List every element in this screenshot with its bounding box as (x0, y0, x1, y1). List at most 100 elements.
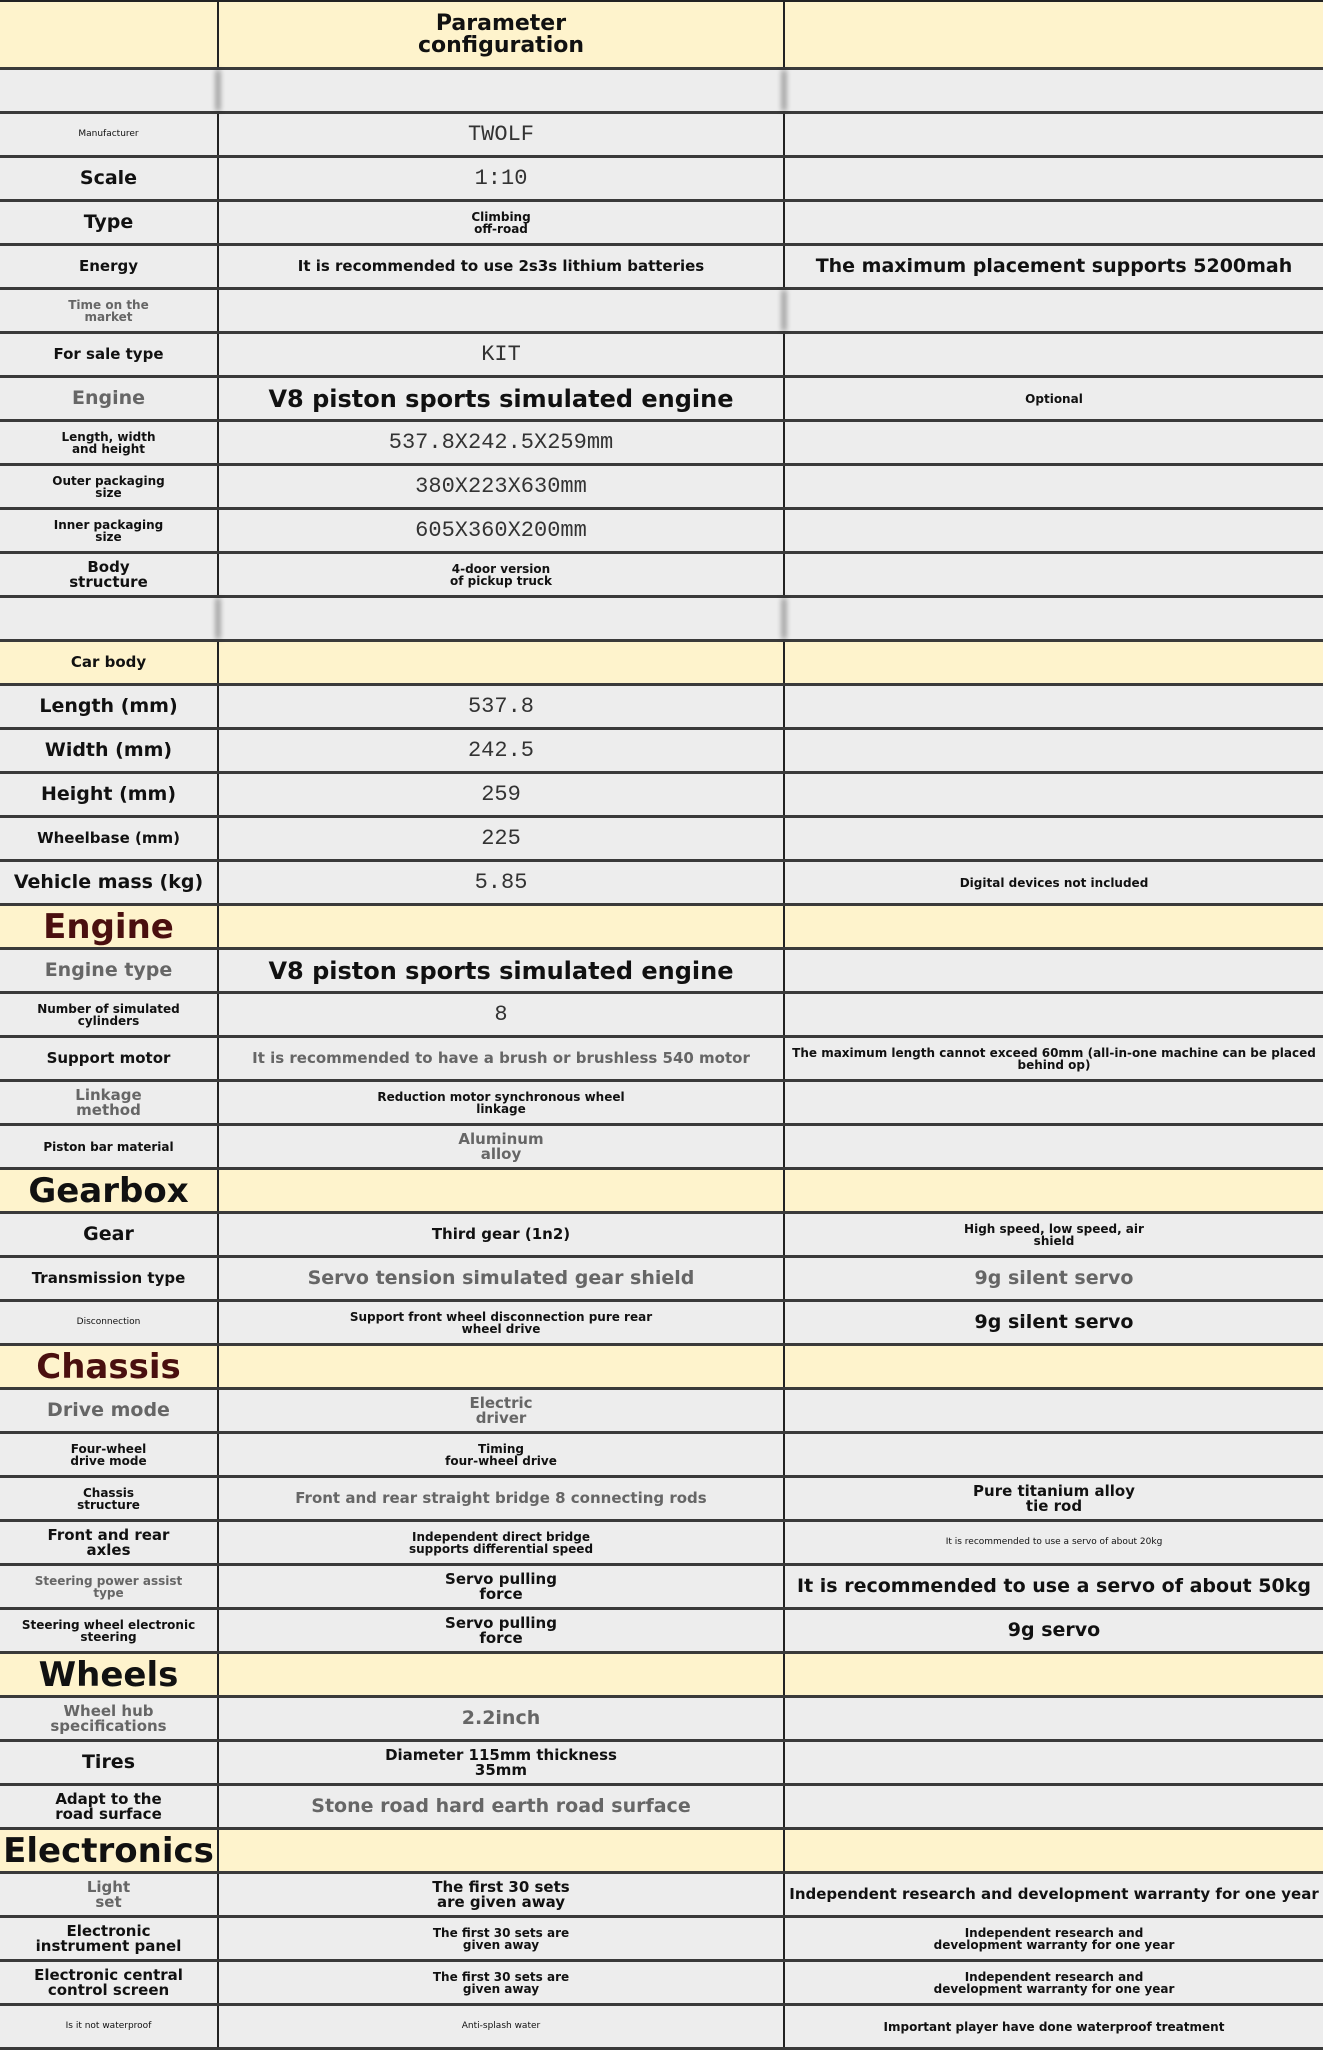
cell-label: Time on the market (0, 290, 219, 331)
cell-value (219, 1346, 785, 1387)
cell-note (785, 70, 1323, 111)
cell-note (785, 290, 1323, 331)
cell-label: Length, width and height (0, 422, 219, 463)
cell-label: Engine (0, 378, 219, 419)
table-row: Electronic central control screen The fir… (0, 1962, 1323, 2006)
table-row: Length, width and height 537.8X242.5X259m… (0, 422, 1323, 466)
cell-value: Servo tension simulated gear shield (219, 1258, 785, 1299)
cell-note (785, 1830, 1323, 1871)
section-row: Wheels (0, 1654, 1323, 1698)
cell-label: Wheelbase (mm) (0, 818, 219, 859)
cell-value: Anti-splash water (219, 2006, 785, 2047)
cell-value (219, 290, 785, 331)
cell-note (785, 994, 1323, 1035)
cell-label: Type (0, 202, 219, 243)
cell-label: Four-wheel drive mode (0, 1434, 219, 1475)
table-row: Four-wheel drive mode Timing four-wheel d… (0, 1434, 1323, 1478)
cell-label: Steering wheel electronic steering (0, 1610, 219, 1651)
table-row: Time on the market (0, 290, 1323, 334)
cell-note (785, 818, 1323, 859)
table-row: Transmission type Servo tension simulated… (0, 1258, 1323, 1302)
cell-note (785, 774, 1323, 815)
cell-note: Digital devices not included (959, 875, 1149, 890)
cell-label: Inner packaging size (0, 510, 219, 551)
cell-value: Climbing off-road (219, 202, 785, 243)
cell-value: KIT (219, 334, 785, 375)
table-row: Is it not waterproof Anti-splash water Imp… (0, 2006, 1323, 2050)
cell-value (219, 1830, 785, 1871)
cell-value (219, 1654, 785, 1695)
cell-label: Width (mm) (0, 730, 219, 771)
table-row: Type Climbing off-road (0, 202, 1323, 246)
cell-note (785, 1346, 1323, 1387)
cell-note: 9g servo (1007, 1619, 1101, 1641)
cell-note (785, 906, 1323, 947)
table-row: Energy It is recommended to use 2s3s lith… (0, 246, 1323, 290)
cell-note: Independent research and development war… (933, 1969, 1175, 1996)
cell-label: Outer packaging size (0, 466, 219, 507)
cell-label: Engine type (0, 950, 219, 991)
section-row: Gearbox (0, 1170, 1323, 1214)
table-row: Chassis structure Front and rear straight… (0, 1478, 1323, 1522)
table-row: Vehicle mass (kg) 5.85 Digital devices not… (0, 862, 1323, 906)
table-row: Number of simulated cylinders 8 (0, 994, 1323, 1038)
table-row (0, 598, 1323, 642)
cell-note: It is recommended to use a servo of abou… (797, 1575, 1311, 1597)
cell-note (785, 510, 1323, 551)
cell-label: Vehicle mass (kg) (0, 862, 219, 903)
cell-note (785, 1390, 1323, 1431)
cell-value: 225 (219, 818, 785, 859)
cell-label: For sale type (0, 334, 219, 375)
cell-label: Energy (0, 246, 219, 287)
cell-value: 537.8X242.5X259mm (219, 422, 785, 463)
cell-note: 9g silent servo (974, 1267, 1134, 1289)
table-row: Height (mm) 259 (0, 774, 1323, 818)
cell-note: The maximum length cannot exceed 60mm (a… (792, 1045, 1316, 1072)
header-title: Parameter configuration (219, 2, 785, 67)
table-row: Engine type V8 piston sports simulated en… (0, 950, 1323, 994)
cell-value: 380X223X630mm (219, 466, 785, 507)
table-row: Manufacturer TWOLF (0, 114, 1323, 158)
cell-note: It is recommended to use a servo of abou… (945, 1537, 1163, 1547)
cell-value: The first 30 sets are given away (219, 1962, 785, 2003)
section-row: Car body (0, 642, 1323, 686)
cell-value: 4-door version of pickup truck (219, 554, 785, 595)
cell-note (785, 1698, 1323, 1739)
cell-value: Third gear (1n2) (219, 1214, 785, 1255)
cell-label: Chassis structure (0, 1478, 219, 1519)
cell-value (219, 906, 785, 947)
cell-label: Transmission type (0, 1258, 219, 1299)
table-row: Piston bar material Aluminum alloy (0, 1126, 1323, 1170)
cell-label: Height (mm) (0, 774, 219, 815)
cell-value: 1:10 (219, 158, 785, 199)
table-row: Inner packaging size 605X360X200mm (0, 510, 1323, 554)
cell-value (219, 642, 785, 683)
cell-label: Tires (0, 1742, 219, 1783)
table-row: Gear Third gear (1n2) High speed, low spee… (0, 1214, 1323, 1258)
cell-value: 605X360X200mm (219, 510, 785, 551)
cell-value: Front and rear straight bridge 8 connect… (219, 1478, 785, 1519)
cell-label: Electronic instrument panel (0, 1918, 219, 1959)
table-row: Drive mode Electric driver (0, 1390, 1323, 1434)
table-row: Support motor It is recommended to have a… (0, 1038, 1323, 1082)
cell-value: Timing four-wheel drive (219, 1434, 785, 1475)
cell-value: It is recommended to use 2s3s lithium ba… (219, 246, 785, 287)
cell-value (219, 70, 785, 111)
table-row: Adapt to the road surface Stone road hard… (0, 1786, 1323, 1830)
cell-label (0, 70, 219, 111)
section-title: Wheels (0, 1654, 219, 1695)
cell-label: Body structure (0, 554, 219, 595)
cell-note: Pure titanium alloy tie rod (973, 1481, 1135, 1515)
section-title: Gearbox (0, 1170, 219, 1211)
cell-value: Stone road hard earth road surface (219, 1786, 785, 1827)
cell-label: Electronic central control screen (0, 1962, 219, 2003)
cell-note (785, 1654, 1323, 1695)
table-row: Steering power assist type Servo pulling … (0, 1566, 1323, 1610)
cell-note (785, 422, 1323, 463)
cell-label: Piston bar material (0, 1126, 219, 1167)
cell-value: 5.85 (219, 862, 785, 903)
table-row: For sale type KIT (0, 334, 1323, 378)
cell-value: V8 piston sports simulated engine (219, 950, 785, 991)
cell-value (219, 1170, 785, 1211)
cell-label: Steering power assist type (0, 1566, 219, 1607)
